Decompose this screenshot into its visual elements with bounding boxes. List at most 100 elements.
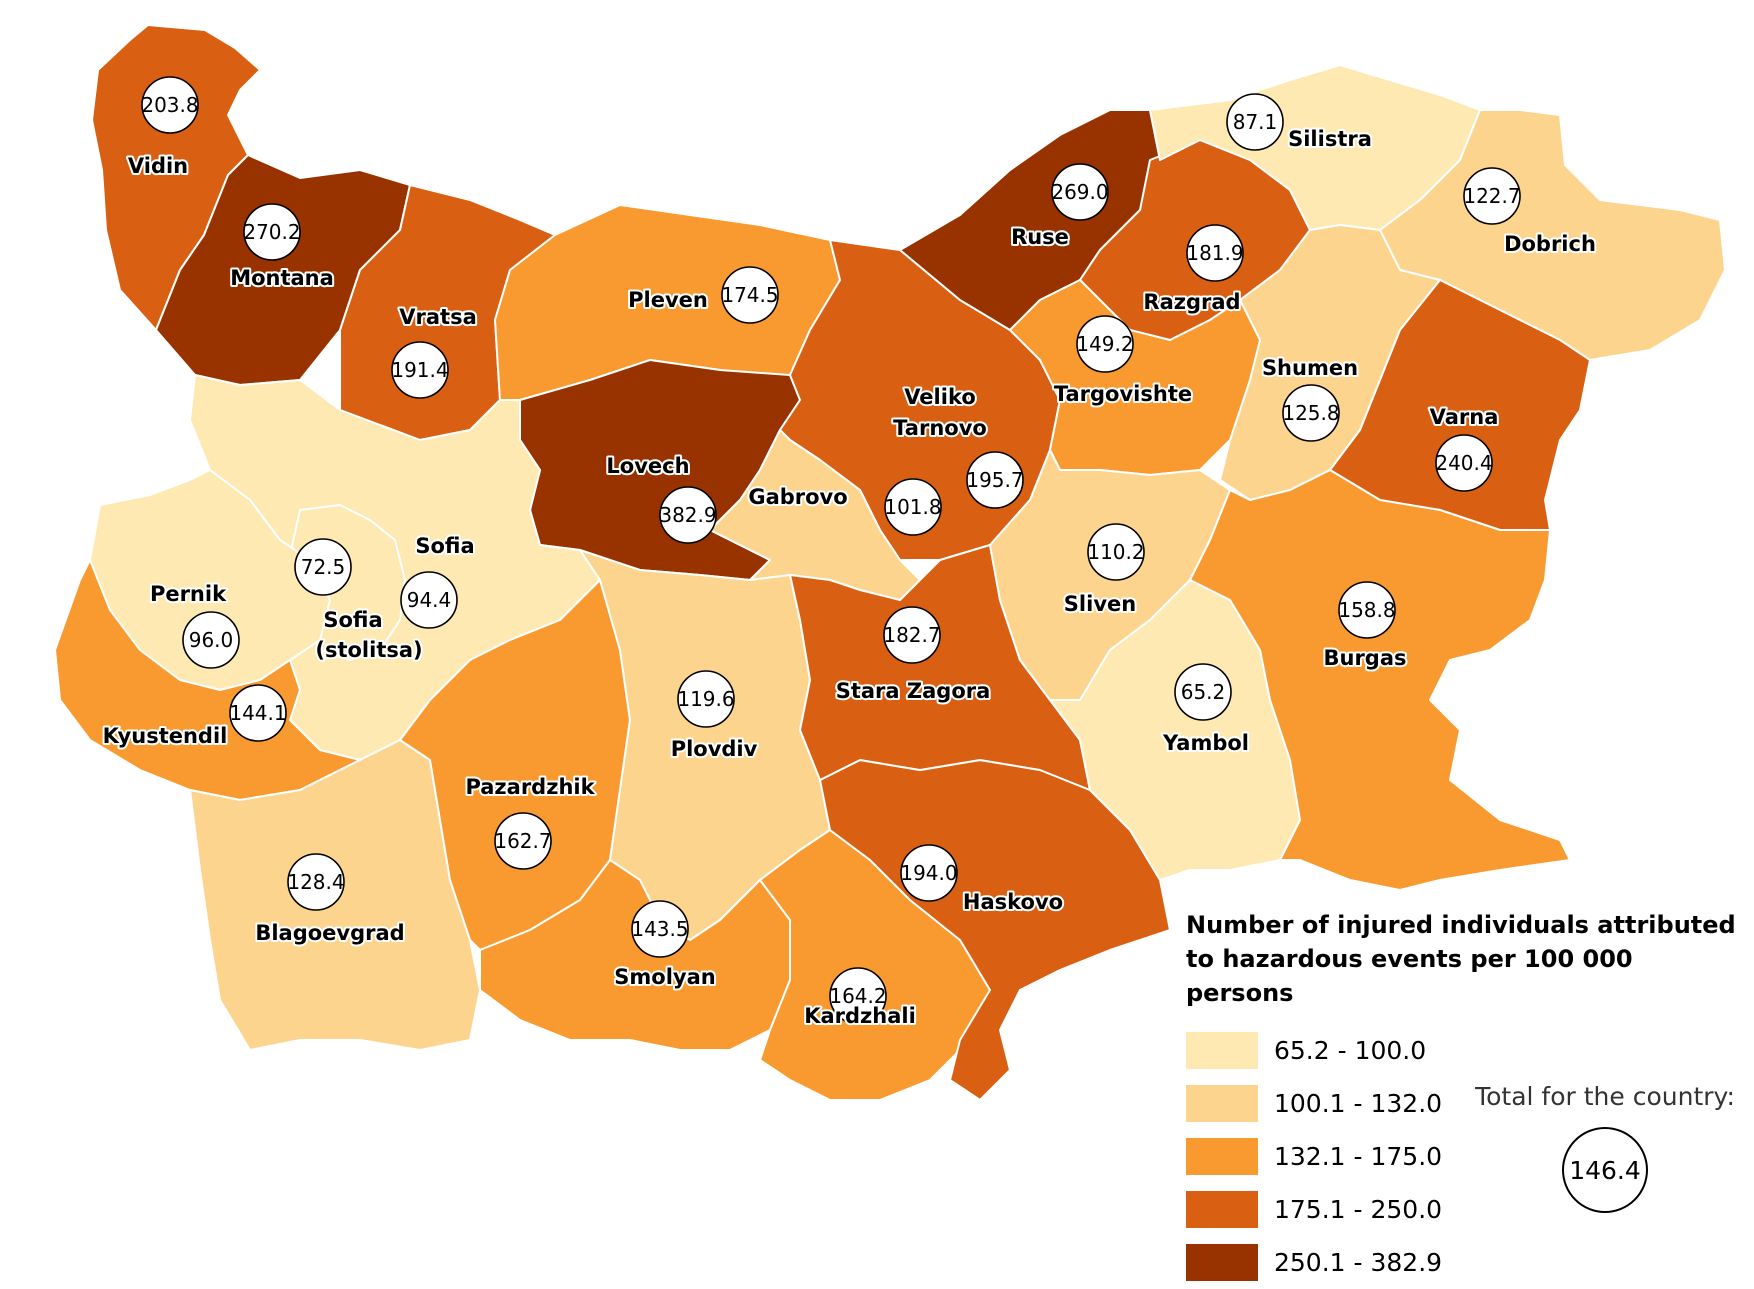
- region-targovishte[interactable]: [1009, 279, 1261, 476]
- value-label: 119.6: [677, 687, 734, 711]
- province-label-group: 143.5 Smolyan: [612, 900, 718, 991]
- legend-label: 132.1 - 175.0: [1274, 1142, 1443, 1171]
- legend-label: 250.1 - 382.9: [1274, 1248, 1443, 1277]
- value-bubble: [659, 486, 717, 544]
- value-label: 194.0: [900, 861, 957, 885]
- value-bubble: [900, 844, 958, 902]
- value-bubble: [721, 266, 779, 324]
- value-label: 72.5: [301, 555, 346, 579]
- value-bubble: [1051, 163, 1109, 221]
- value-label: 144.1: [229, 701, 286, 725]
- value-label: 143.5: [631, 917, 688, 941]
- legend-label: 100.1 - 132.0: [1274, 1089, 1443, 1118]
- value-bubble: [883, 606, 941, 664]
- province-name: Kyustendil: [103, 724, 228, 748]
- country-total-label: Total for the country:: [1475, 1082, 1735, 1111]
- legend-label: 175.1 - 250.0: [1274, 1195, 1443, 1224]
- country-total-value: 146.4: [1562, 1127, 1648, 1213]
- value-label: 149.2: [1076, 332, 1133, 356]
- value-bubble: [400, 571, 458, 629]
- value-bubble: [966, 451, 1024, 509]
- province-name: Vidin: [128, 154, 188, 178]
- value-label: 65.2: [1181, 680, 1226, 704]
- province-label-group: 382.9 Lovech: [604, 452, 717, 544]
- province-name: Targovishte: [1054, 382, 1192, 406]
- legend-swatch: [1186, 1138, 1258, 1175]
- province-label-group: 195.7 Veliko Tarnovo: [891, 383, 1024, 509]
- choropleth-map: 203.8 Vidin 270.2 Montana 191.4 Vratsa 174.5 Pl…: [54, 24, 1726, 1101]
- value-bubble: [1087, 523, 1145, 581]
- legend-row: 100.1 - 132.0: [1186, 1077, 1746, 1130]
- province-name: Burgas: [1323, 646, 1406, 670]
- value-bubble: [884, 478, 942, 536]
- province-name: Ruse: [1011, 225, 1069, 249]
- legend-row: 132.1 - 175.0: [1186, 1130, 1746, 1183]
- province-labels: 203.8 Vidin 270.2 Montana 191.4 Vratsa 174.5 Pl…: [101, 76, 1598, 1030]
- value-bubble: [182, 611, 240, 669]
- value-bubble: [287, 853, 345, 911]
- province-name: Silistra: [1288, 127, 1372, 151]
- province-name: Sofia: [415, 534, 474, 558]
- legend-row: 250.1 - 382.9: [1186, 1236, 1746, 1289]
- province-label-group: 72.5 Sofia (stolitsa): [294, 538, 425, 664]
- country-total: Total for the country: 146.4: [1470, 1082, 1740, 1213]
- legend-title: Number of injured individuals attributed…: [1186, 908, 1746, 1010]
- province-label-group: 158.8 Burgas: [1321, 581, 1409, 672]
- legend-row: 65.2 - 100.0: [1186, 1024, 1746, 1077]
- value-label: 122.7: [1463, 184, 1520, 208]
- value-label: 96.0: [189, 628, 234, 652]
- province-name: Plovdiv: [671, 737, 758, 761]
- region-kyustendil[interactable]: [54, 559, 361, 801]
- province-label-group: 96.0 Pernik: [148, 580, 240, 669]
- value-label: 195.7: [966, 468, 1023, 492]
- value-label: 240.4: [1435, 451, 1492, 475]
- province-label-group: 181.9 Razgrad: [1141, 224, 1244, 316]
- province-label-group: 101.8 Gabrovo: [746, 478, 942, 536]
- value-bubble: [677, 670, 735, 728]
- value-bubble: [631, 900, 689, 958]
- province-name-line2: Tarnovo: [893, 416, 987, 440]
- region-burgas[interactable]: [1189, 469, 1571, 891]
- value-label: 191.4: [391, 358, 448, 382]
- value-bubble: [1076, 315, 1134, 373]
- province-label-group: 122.7 Dobrich: [1463, 167, 1598, 258]
- province-label-group: 119.6 Plovdiv: [669, 670, 760, 763]
- province-name: Sofia: [323, 608, 382, 632]
- value-bubble: [1174, 663, 1232, 721]
- province-name: Veliko: [904, 385, 976, 409]
- value-label: 174.5: [721, 283, 778, 307]
- province-name: Shumen: [1262, 356, 1358, 380]
- province-label-group: 240.4 Varna: [1428, 403, 1500, 492]
- province-label-group: 203.8 Vidin: [126, 76, 199, 180]
- province-name: Varna: [1430, 405, 1499, 429]
- value-label: 270.2: [243, 220, 300, 244]
- province-label-group: 174.5 Pleven: [626, 266, 779, 324]
- value-label: 162.7: [494, 829, 551, 853]
- province-name: Kardzhali: [804, 1004, 916, 1028]
- value-bubble: [391, 341, 449, 399]
- value-bubble: [1435, 434, 1493, 492]
- value-bubble: [1186, 224, 1244, 282]
- legend-title-line1: Number of injured individuals attributed: [1186, 911, 1736, 939]
- value-label: 110.2: [1087, 540, 1144, 564]
- province-name: Sliven: [1064, 592, 1136, 616]
- province-name: Pazardzhik: [465, 775, 595, 799]
- value-label: 382.9: [659, 503, 716, 527]
- legend-swatch: [1186, 1191, 1258, 1228]
- province-name: Montana: [230, 266, 334, 290]
- value-label: 203.8: [141, 93, 198, 117]
- province-label-group: 149.2 Targovishte: [1052, 315, 1194, 408]
- value-label: 182.7: [883, 623, 940, 647]
- province-name: Blagoevgrad: [255, 921, 404, 945]
- legend-row: 175.1 - 250.0: [1186, 1183, 1746, 1236]
- province-name-line2: (stolitsa): [315, 638, 422, 662]
- value-bubble: [141, 76, 199, 134]
- value-bubble: [294, 538, 352, 596]
- legend-label: 65.2 - 100.0: [1274, 1036, 1427, 1065]
- legend-swatch: [1186, 1085, 1258, 1122]
- value-label: 87.1: [1233, 110, 1278, 134]
- province-name: Lovech: [606, 454, 689, 478]
